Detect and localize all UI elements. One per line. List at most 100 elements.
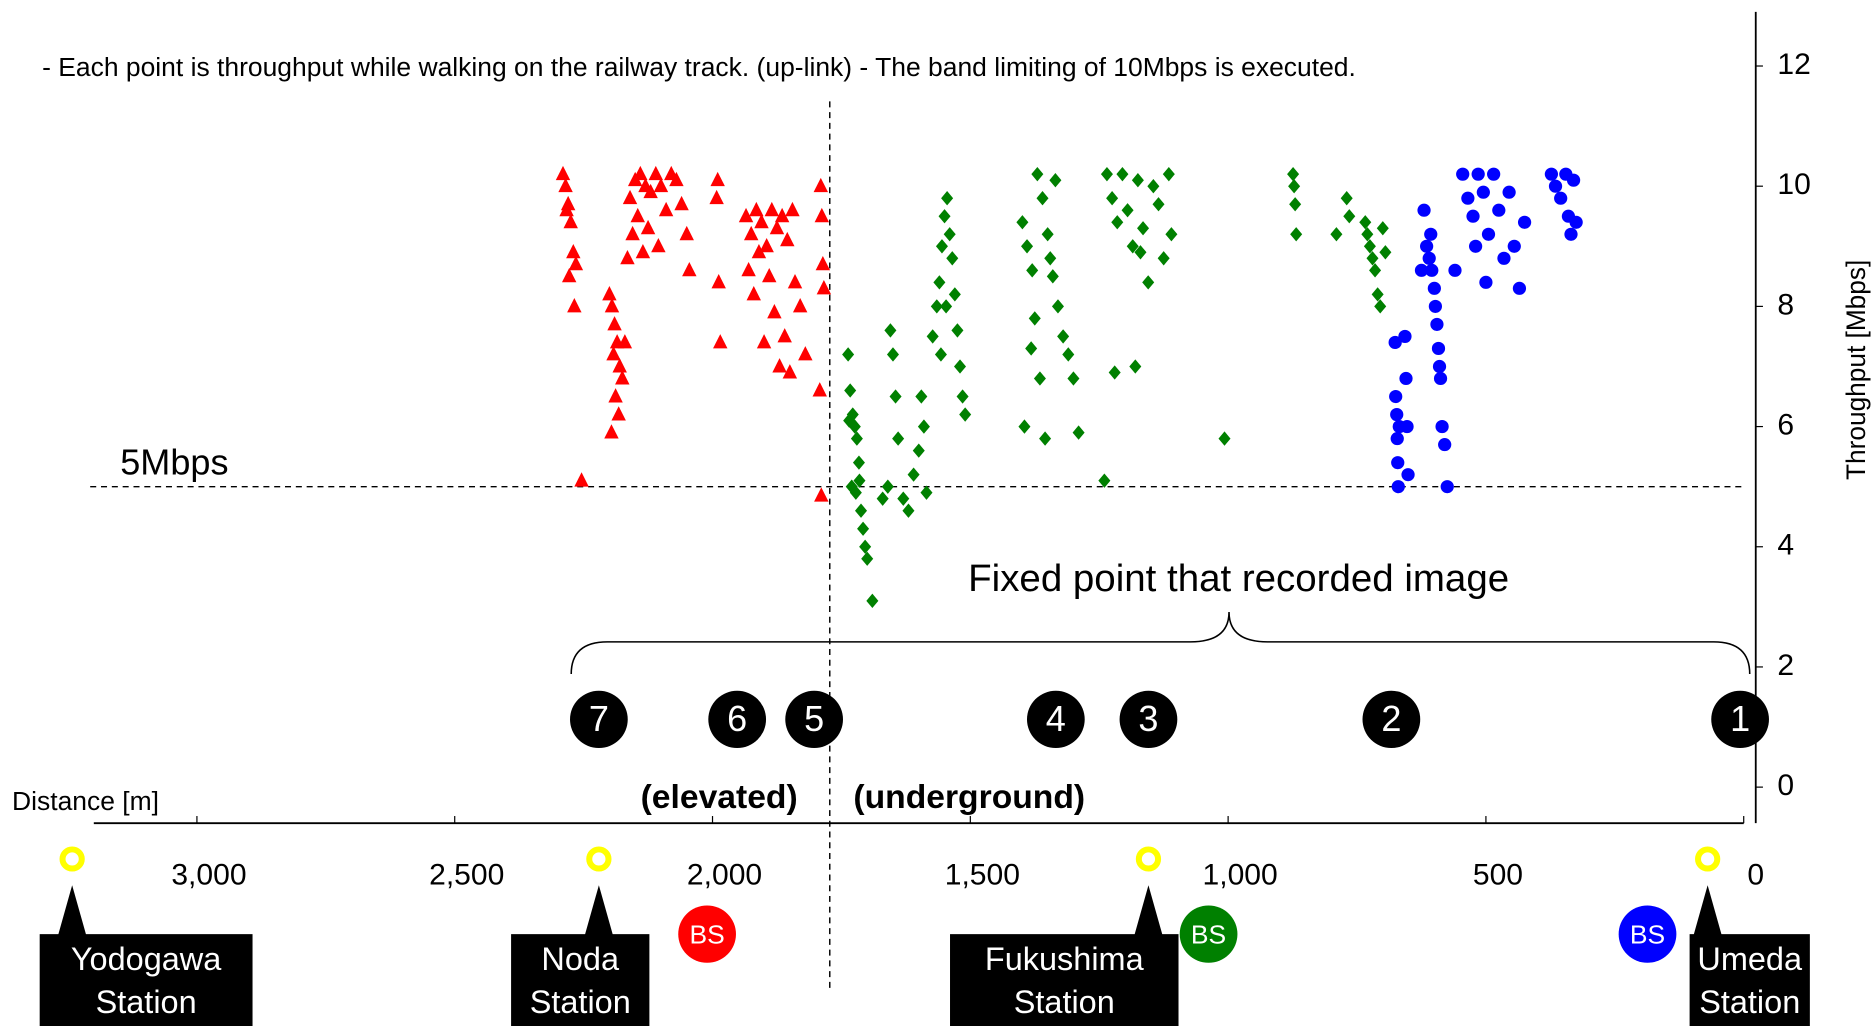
station-name: Station xyxy=(1014,984,1115,1020)
data-point xyxy=(920,485,933,500)
data-point xyxy=(568,255,584,271)
data-point xyxy=(759,237,774,253)
data-point xyxy=(1399,371,1413,386)
data-point xyxy=(606,346,621,361)
base-station-label: BS xyxy=(1191,920,1226,950)
data-point xyxy=(1126,239,1139,254)
data-point xyxy=(1067,371,1080,386)
data-point xyxy=(1361,227,1374,242)
station-name: Noda xyxy=(541,941,619,977)
data-point xyxy=(1507,239,1521,253)
data-point xyxy=(741,261,756,277)
data-point xyxy=(772,358,787,373)
data-point xyxy=(1391,480,1405,494)
y-tick-label: 12 xyxy=(1777,48,1810,81)
data-point xyxy=(1554,191,1568,205)
data-point xyxy=(1018,419,1031,434)
data-point xyxy=(709,189,724,205)
data-point xyxy=(658,201,674,217)
data-point xyxy=(1359,215,1372,230)
data-point xyxy=(746,286,761,301)
data-point xyxy=(643,183,658,199)
data-point xyxy=(853,473,866,488)
data-point xyxy=(889,389,902,404)
station-pointer xyxy=(1134,885,1163,937)
station-pointer xyxy=(584,885,614,937)
data-point xyxy=(622,189,638,205)
data-point xyxy=(754,213,769,229)
data-point xyxy=(948,287,961,302)
data-point xyxy=(787,273,803,289)
data-point xyxy=(1287,167,1300,182)
data-point xyxy=(881,479,894,494)
data-point xyxy=(1366,251,1379,266)
data-point xyxy=(842,347,855,362)
data-point xyxy=(1218,431,1231,446)
data-point xyxy=(762,267,777,283)
data-point xyxy=(1165,227,1178,242)
data-point xyxy=(764,201,780,217)
x-tick-label: 1,500 xyxy=(945,859,1020,892)
data-point xyxy=(751,243,767,259)
station-name: Umeda xyxy=(1697,941,1802,977)
data-point xyxy=(1432,359,1447,374)
data-point xyxy=(1401,468,1415,482)
data-point xyxy=(574,472,589,487)
data-point xyxy=(814,207,830,223)
x-tick-label: 0 xyxy=(1747,859,1764,892)
data-point xyxy=(749,201,764,217)
data-point xyxy=(892,431,905,446)
data-point xyxy=(1129,359,1142,374)
data-point xyxy=(1492,203,1506,217)
data-point xyxy=(1051,299,1064,314)
y-tick-label: 0 xyxy=(1777,769,1794,802)
data-point xyxy=(767,304,782,319)
x-axis-label: Distance [m] xyxy=(12,786,159,816)
station-box xyxy=(1689,934,1810,1026)
data-point xyxy=(1569,215,1583,229)
data-point xyxy=(1039,431,1052,446)
data-point xyxy=(1049,173,1062,188)
data-point xyxy=(1517,215,1532,229)
data-point xyxy=(1363,239,1376,254)
data-point xyxy=(1390,407,1404,422)
data-point xyxy=(1433,371,1448,386)
data-point xyxy=(608,388,623,403)
fixed-point-marker xyxy=(1711,690,1769,749)
chart-title: - Each point is throughput while walking… xyxy=(42,52,1356,82)
data-point xyxy=(1028,311,1041,326)
x-tick-label: 3,000 xyxy=(171,859,246,892)
fixed-point-label: 3 xyxy=(1138,698,1158,739)
data-point xyxy=(1440,480,1454,494)
data-point xyxy=(1422,251,1436,265)
data-point xyxy=(917,419,930,434)
data-point xyxy=(844,383,857,398)
fixed-point-marker xyxy=(1026,690,1085,749)
data-point xyxy=(1108,365,1121,380)
station-name: Station xyxy=(530,984,631,1020)
data-point xyxy=(1431,341,1446,356)
threshold-label: 5Mbps xyxy=(120,442,228,483)
fixed-point-label: 1 xyxy=(1730,698,1750,739)
data-point xyxy=(930,299,943,314)
data-point xyxy=(1031,167,1044,182)
base-station-label: BS xyxy=(1630,920,1665,950)
fixed-point-marker xyxy=(570,690,628,749)
fixed-point-label: 4 xyxy=(1046,698,1066,739)
data-point xyxy=(566,243,581,259)
data-point xyxy=(915,389,928,404)
data-point xyxy=(935,239,948,254)
base-station xyxy=(678,905,736,963)
data-point xyxy=(640,219,656,235)
data-point xyxy=(1098,473,1111,488)
data-point xyxy=(604,424,619,439)
data-point xyxy=(1111,215,1124,230)
data-point xyxy=(1425,263,1439,277)
data-point xyxy=(669,171,684,187)
data-point xyxy=(1371,287,1384,302)
data-point xyxy=(1379,245,1392,260)
data-point xyxy=(1424,227,1438,241)
data-point xyxy=(934,347,947,362)
data-point xyxy=(1131,173,1144,188)
data-point xyxy=(907,467,920,482)
